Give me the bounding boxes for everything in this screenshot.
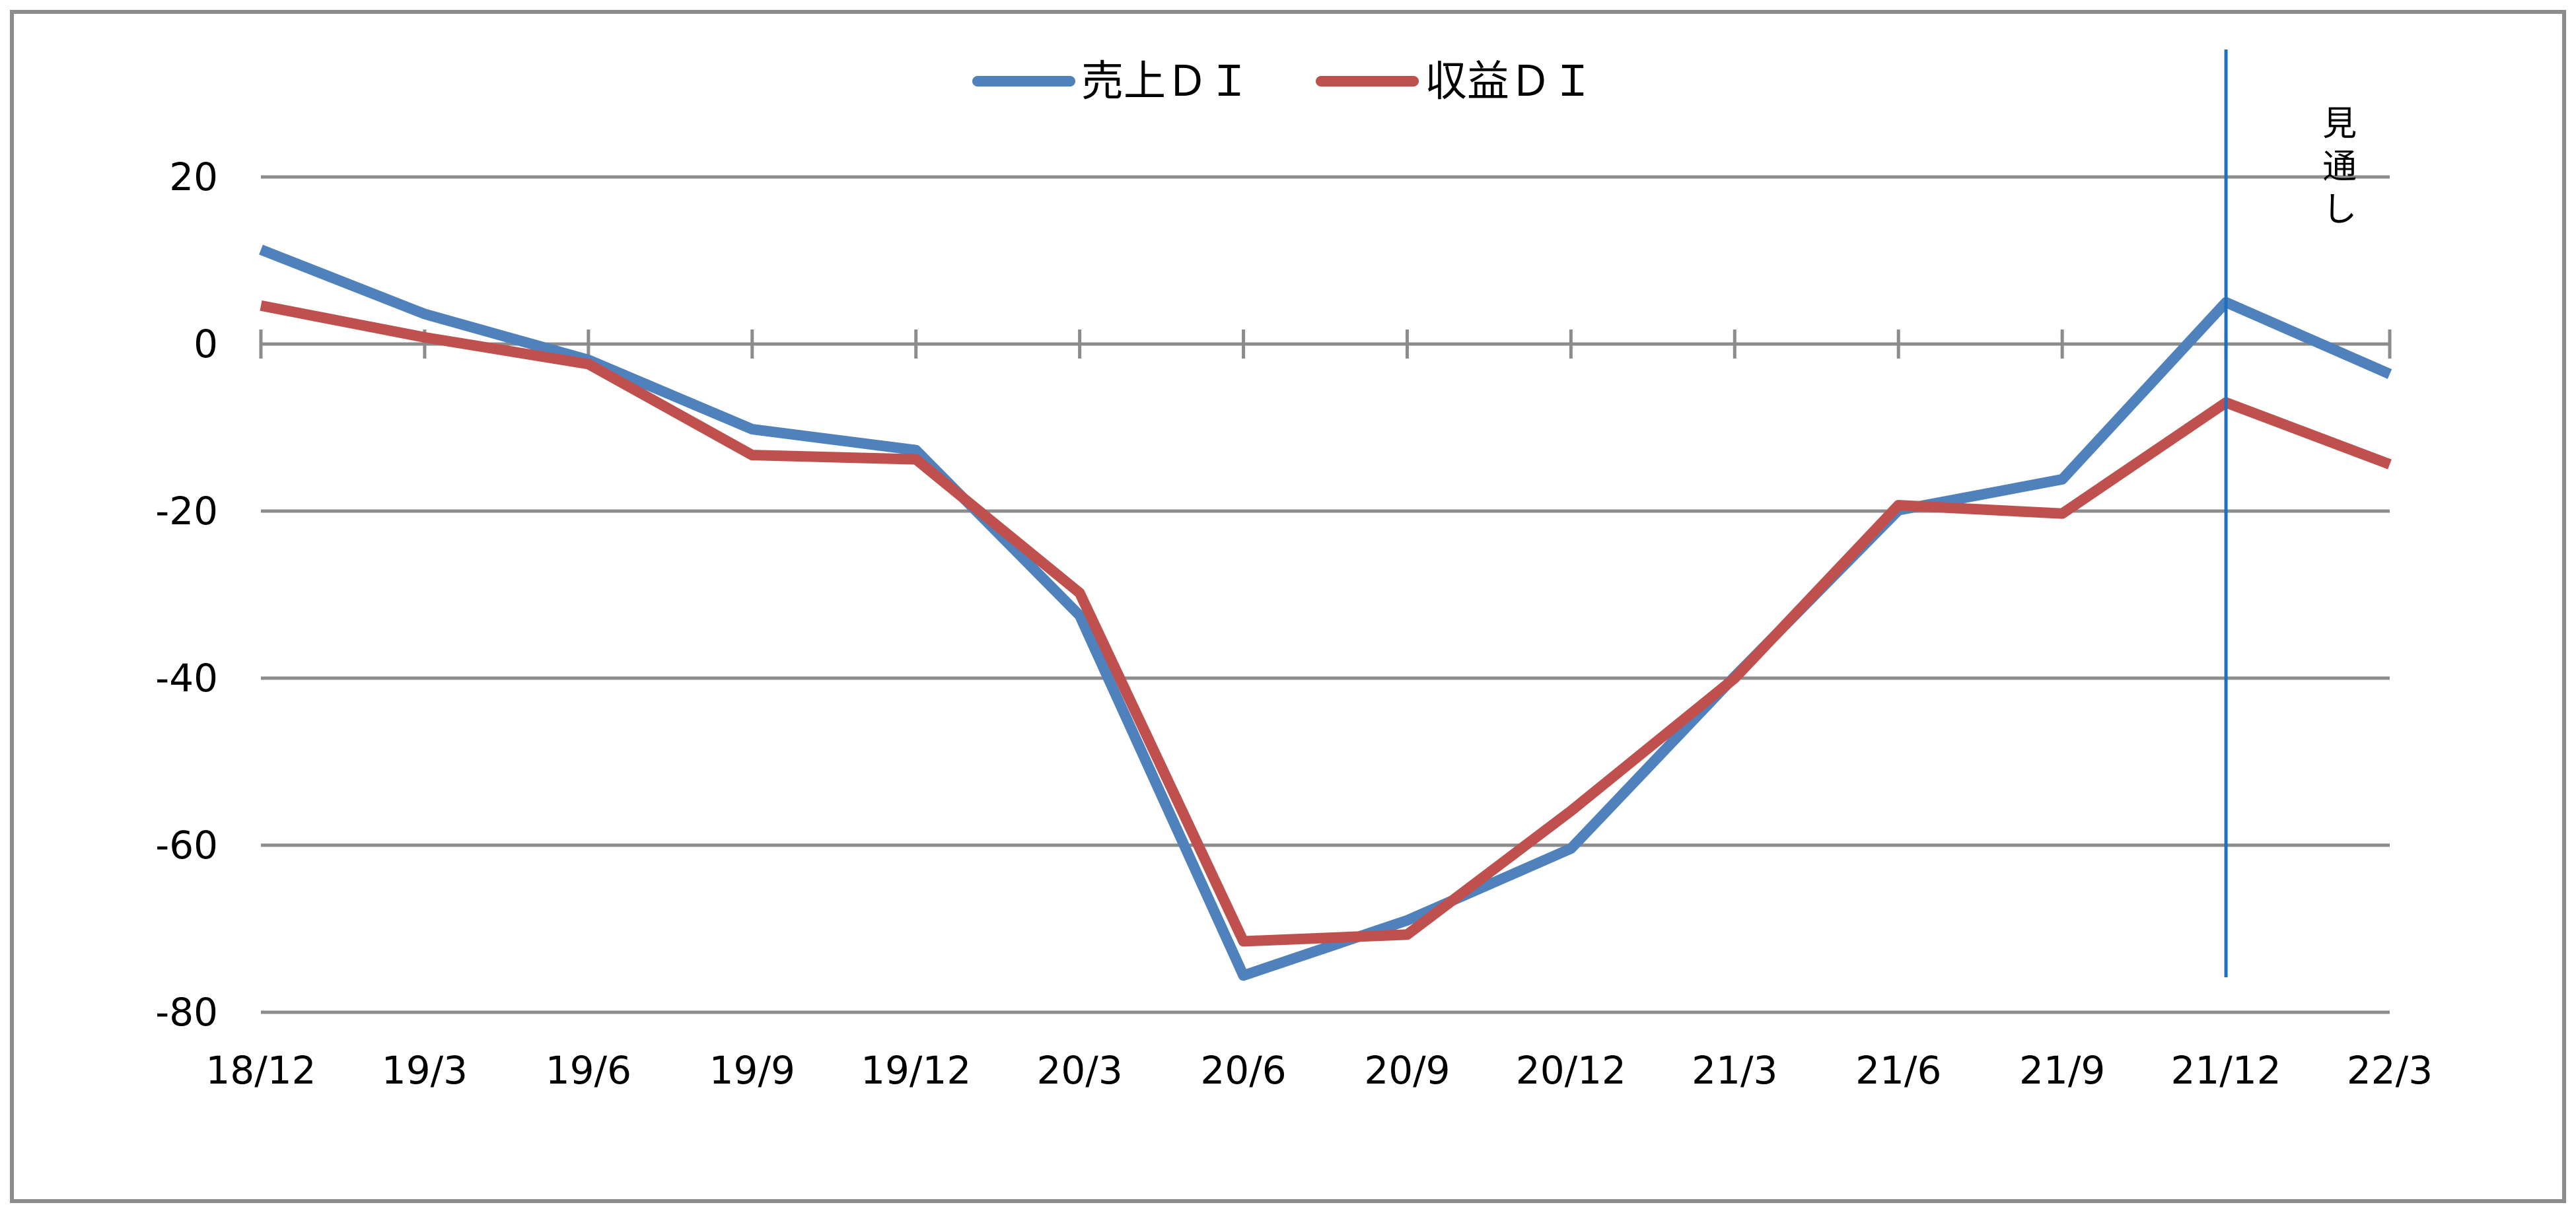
chart-frame [10, 10, 2566, 1203]
forecast-marker: 見通し [2224, 50, 2357, 977]
x-tick-label: 20/9 [1364, 1048, 1450, 1093]
legend: 売上ＤＩ 収益ＤＩ [972, 57, 1594, 106]
legend-label: 収益ＤＩ [1425, 57, 1594, 106]
x-tick-label: 21/12 [2170, 1048, 2281, 1093]
x-tick-label: 20/6 [1200, 1048, 1286, 1093]
x-tick-label: 18/12 [205, 1048, 316, 1093]
y-axis: 20 0 -20 -40 -60 -80 [155, 155, 218, 1035]
x-axis-labels: 18/12 19/3 19/6 19/9 19/12 20/3 20/6 20/9 20/12 2… [205, 1048, 2433, 1093]
x-tick-label: 20/3 [1036, 1048, 1122, 1093]
y-tick-label: -40 [155, 656, 218, 701]
x-tick-label: 19/3 [382, 1048, 468, 1093]
y-tick-label: -60 [155, 823, 218, 868]
y-tick-label: 0 [194, 322, 218, 366]
grid [261, 175, 2390, 1014]
forecast-label: し [2322, 190, 2357, 230]
x-tick-label: 20/12 [1516, 1048, 1626, 1093]
forecast-label: 見 [2322, 104, 2357, 144]
series-line-profit-di [260, 300, 2392, 947]
x-tick-label: 19/12 [861, 1048, 971, 1093]
y-tick-label: 20 [169, 155, 218, 199]
forecast-label: 通 [2322, 147, 2357, 187]
x-tick-label: 19/6 [546, 1048, 631, 1093]
series-line-sales-di [259, 244, 2392, 981]
x-tick-label: 22/3 [2347, 1048, 2433, 1093]
x-tick-label: 21/3 [1692, 1048, 1777, 1093]
y-tick-label: -80 [155, 990, 218, 1035]
x-tick-label: 21/9 [2019, 1048, 2105, 1093]
legend-label: 売上ＤＩ [1081, 57, 1250, 106]
y-tick-label: -20 [155, 489, 218, 534]
x-tick-label: 19/9 [709, 1048, 795, 1093]
series [259, 244, 2392, 981]
x-tick-label: 21/6 [1855, 1048, 1941, 1093]
